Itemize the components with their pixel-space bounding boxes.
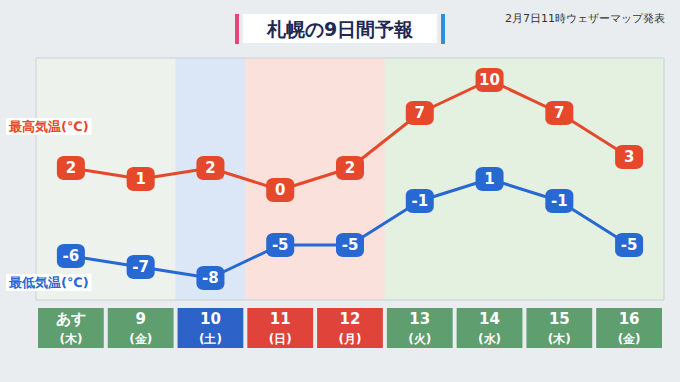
svg-text:(金): (金) <box>129 332 152 346</box>
svg-text:16: 16 <box>619 310 640 328</box>
svg-text:7: 7 <box>415 104 425 122</box>
svg-text:3: 3 <box>624 148 634 166</box>
svg-text:最高気温(℃): 最高気温(℃) <box>8 119 89 134</box>
svg-text:-6: -6 <box>63 247 80 265</box>
svg-text:-5: -5 <box>621 236 638 254</box>
svg-text:(土): (土) <box>199 332 222 346</box>
svg-text:9: 9 <box>135 310 145 328</box>
svg-text:-5: -5 <box>342 236 359 254</box>
svg-text:(木): (木) <box>548 332 571 346</box>
svg-text:2: 2 <box>205 159 215 177</box>
svg-text:最低気温(℃): 最低気温(℃) <box>8 275 89 290</box>
svg-text:10: 10 <box>200 310 221 328</box>
svg-text:10: 10 <box>479 71 500 89</box>
svg-text:(金): (金) <box>618 332 641 346</box>
svg-text:(日): (日) <box>269 332 292 346</box>
svg-text:-1: -1 <box>411 192 428 210</box>
svg-text:(月): (月) <box>339 332 362 346</box>
svg-text:-5: -5 <box>272 236 289 254</box>
svg-text:12: 12 <box>340 310 361 328</box>
svg-text:2: 2 <box>345 159 355 177</box>
svg-text:(木): (木) <box>59 332 82 346</box>
svg-text:0: 0 <box>275 181 285 199</box>
svg-text:2月7日11時ウェザーマップ発表: 2月7日11時ウェザーマップ発表 <box>505 12 665 25</box>
svg-text:札幌の9日間予報: 札幌の9日間予報 <box>266 18 414 40</box>
svg-text:13: 13 <box>409 310 430 328</box>
svg-text:15: 15 <box>549 310 570 328</box>
svg-text:-8: -8 <box>202 269 219 287</box>
svg-text:(水): (水) <box>478 332 501 346</box>
svg-text:(火): (火) <box>408 332 431 346</box>
svg-text:7: 7 <box>554 104 564 122</box>
svg-text:11: 11 <box>270 310 291 328</box>
svg-text:1: 1 <box>135 170 145 188</box>
svg-text:あす: あす <box>56 310 86 328</box>
svg-text:1: 1 <box>484 170 494 188</box>
svg-text:2: 2 <box>66 159 76 177</box>
svg-text:-1: -1 <box>551 192 568 210</box>
svg-text:-7: -7 <box>132 258 149 276</box>
svg-text:14: 14 <box>479 310 500 328</box>
